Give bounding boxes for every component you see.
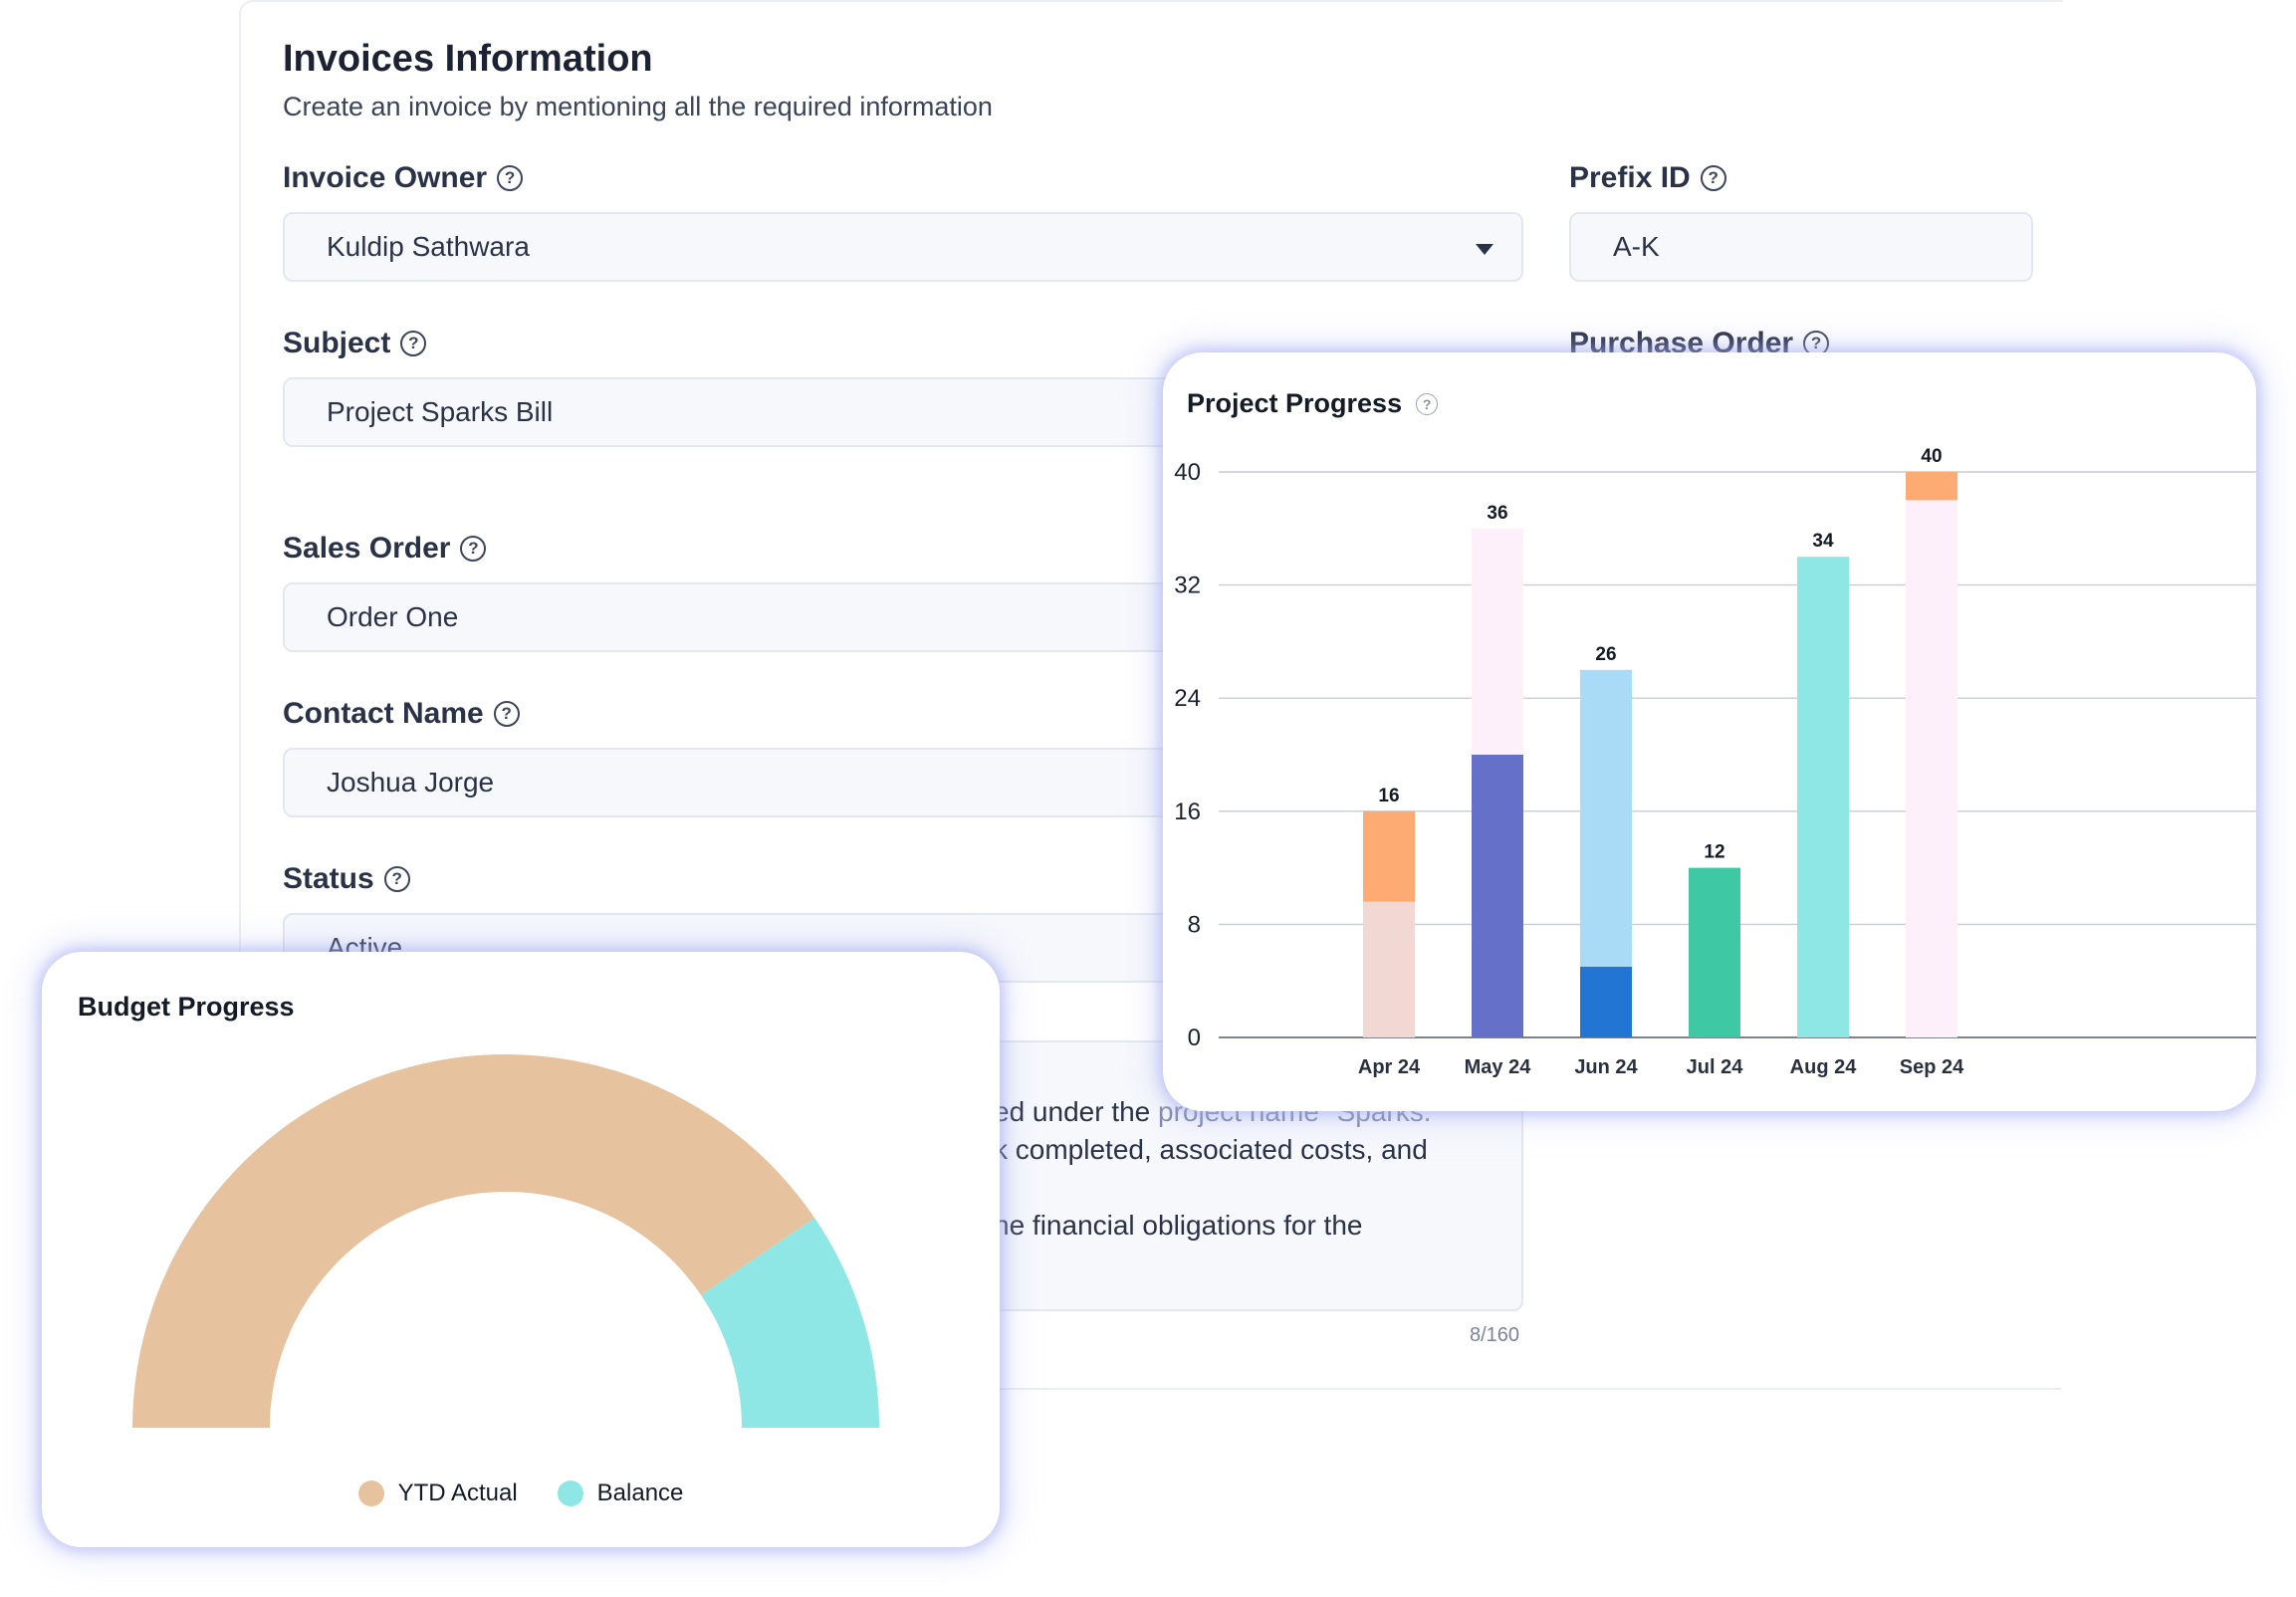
help-icon[interactable]: ? <box>400 331 427 356</box>
legend-label: Balance <box>596 1480 684 1506</box>
bar-segment <box>1363 901 1415 1037</box>
subject-value: Project Sparks Bill <box>327 396 554 427</box>
help-icon[interactable]: ? <box>460 536 487 562</box>
bar-total-label: 36 <box>1487 503 1507 524</box>
bar-segment <box>1906 472 1957 501</box>
bar-segment <box>1797 557 1849 1037</box>
x-tick-label: Jul 24 <box>1687 1056 1744 1078</box>
y-tick-label: 16 <box>1174 798 1201 825</box>
contact-name-label: Contact Name ? <box>283 697 520 731</box>
y-tick-label: 40 <box>1174 459 1201 486</box>
sales-order-value: Order One <box>327 601 459 632</box>
bar-segment <box>1472 755 1523 1037</box>
page-title: Invoices Information <box>283 38 653 80</box>
x-tick-label: May 24 <box>1465 1056 1532 1078</box>
invoice-owner-value: Kuldip Sathwara <box>327 231 530 262</box>
help-icon[interactable]: ? <box>497 165 524 191</box>
bar-segment <box>1580 669 1632 967</box>
description-line-2: k completed, associated costs, and <box>994 1134 1428 1165</box>
help-icon[interactable]: ? <box>1700 165 1726 191</box>
help-icon[interactable]: ? <box>1416 392 1439 415</box>
bar-segment <box>1363 810 1415 902</box>
budget-progress-title: Budget Progress <box>78 992 295 1023</box>
legend-label: YTD Actual <box>397 1480 518 1506</box>
budget-progress-gauge <box>132 1054 879 1428</box>
bar-total-label: 40 <box>1921 446 1942 467</box>
caret-down-icon <box>1476 244 1493 255</box>
budget-progress-card: Budget Progress YTD Actual Balance <box>42 952 1000 1547</box>
bar-segment <box>1689 867 1740 1037</box>
y-tick-label: 0 <box>1188 1025 1201 1051</box>
status-label-text: Status <box>283 862 374 895</box>
y-tick-label: 8 <box>1188 911 1201 938</box>
bar-total-label: 34 <box>1812 531 1834 552</box>
prefix-id-input[interactable]: A-K <box>1569 212 2033 282</box>
status-label: Status ? <box>283 862 410 896</box>
page-subtitle: Create an invoice by mentioning all the … <box>283 92 993 121</box>
help-icon[interactable]: ? <box>383 866 410 892</box>
bar-total-label: 16 <box>1378 786 1399 806</box>
help-icon[interactable]: ? <box>493 701 520 727</box>
legend-swatch <box>357 1481 384 1506</box>
form-divider <box>239 1388 2061 1390</box>
sales-order-label-text: Sales Order <box>283 532 451 565</box>
invoice-owner-select[interactable]: Kuldip Sathwara <box>283 212 1523 282</box>
subject-label-text: Subject <box>283 327 391 359</box>
bar-segment <box>1580 967 1632 1037</box>
bar-segment <box>1906 500 1957 1037</box>
bar-total-label: 12 <box>1704 842 1724 863</box>
x-tick-label: Sep 24 <box>1900 1056 1964 1078</box>
description-line-3: he financial obligations for the <box>994 1210 1363 1241</box>
y-tick-label: 24 <box>1174 685 1201 712</box>
legend-swatch <box>557 1481 583 1506</box>
budget-legend: YTD Actual Balance <box>42 1480 1000 1507</box>
prefix-id-label: Prefix ID ? <box>1569 161 1726 195</box>
legend-item-ytd-actual[interactable]: YTD Actual <box>357 1480 518 1507</box>
contact-name-label-text: Contact Name <box>283 697 484 730</box>
character-counter: 8/160 <box>1470 1324 1520 1346</box>
contact-name-value: Joshua Jorge <box>327 767 495 798</box>
invoice-owner-label-text: Invoice Owner <box>283 161 488 194</box>
bar-segment <box>1472 528 1523 755</box>
gauge-segment-balance <box>701 1218 879 1428</box>
project-progress-bar-chart: 0 8 16 24 32 40 16 Apr 24 36 May 24 26 Jun 24 12 Jul … <box>1174 446 2256 1078</box>
bar-total-label: 26 <box>1595 644 1616 665</box>
sales-order-label: Sales Order ? <box>283 532 487 566</box>
invoice-owner-label: Invoice Owner ? <box>283 161 524 195</box>
legend-item-balance[interactable]: Balance <box>557 1480 684 1507</box>
x-tick-label: Aug 24 <box>1790 1056 1858 1078</box>
x-tick-label: Jun 24 <box>1574 1056 1638 1078</box>
description-line-1-text: ed under the <box>994 1096 1159 1127</box>
project-progress-title: Project Progress ? <box>1187 388 1439 419</box>
project-progress-title-text: Project Progress <box>1187 388 1403 418</box>
prefix-id-label-text: Prefix ID <box>1569 161 1691 194</box>
x-tick-label: Apr 24 <box>1358 1056 1421 1078</box>
prefix-id-value: A-K <box>1613 231 1660 262</box>
budget-progress-title-text: Budget Progress <box>78 992 295 1022</box>
y-tick-label: 32 <box>1174 572 1201 599</box>
project-progress-card: Project Progress ? 0 8 16 24 32 40 16 Apr 24 36 M… <box>1163 352 2256 1111</box>
subject-label: Subject ? <box>283 327 427 360</box>
gauge-segment-ytd-actual <box>132 1054 815 1428</box>
